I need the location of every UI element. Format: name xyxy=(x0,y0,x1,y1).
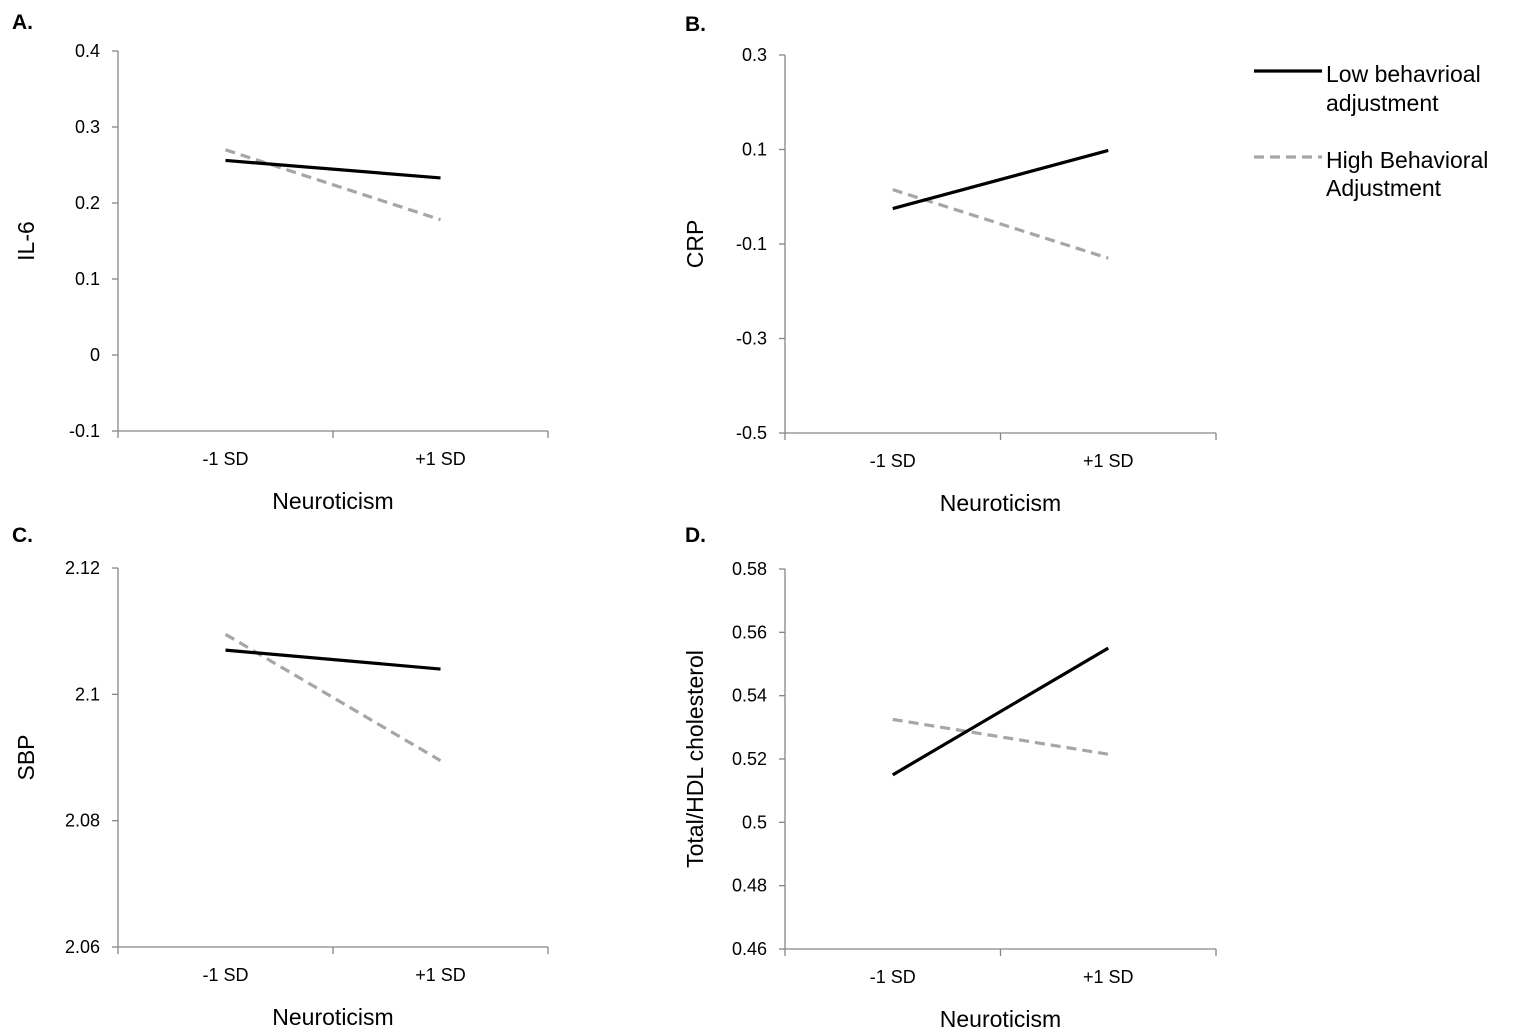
series-line-low-behavrioal-adjustment xyxy=(225,648,441,671)
legend-label-line: Adjustment xyxy=(1326,175,1442,201)
y-tick-label: 0.1 xyxy=(75,269,100,289)
legend-label-line: Low behavrioal xyxy=(1326,61,1481,87)
y-tick-label: 0.2 xyxy=(75,193,100,213)
y-tick-label: -0.3 xyxy=(736,329,767,349)
x-tick-label: -1 SD xyxy=(202,449,248,469)
series-line-low-behavrioal-adjustment xyxy=(892,148,1109,211)
y-tick-label: 2.1 xyxy=(75,684,100,704)
panel-d: D. 0.46 0.48 0.5 0.52 0.54 0.56 0.58 -1 SD +1 SD N… xyxy=(682,524,1217,1032)
y-axis-title: Total/HDL cholesterol xyxy=(682,650,708,868)
y-tick-label: 0.1 xyxy=(742,140,767,160)
y-tick-label: 2.08 xyxy=(65,811,100,831)
panel-letter: B. xyxy=(685,13,706,36)
y-tick-label: 0.5 xyxy=(742,812,767,832)
legend-label: Low behavrioal adjustment xyxy=(1326,61,1481,116)
y-tick-label: 0.3 xyxy=(742,45,767,65)
panel-letter: A. xyxy=(12,11,33,34)
x-tick-label: +1 SD xyxy=(415,965,466,985)
y-tick-label: -0.1 xyxy=(736,234,767,254)
y-tick-label: 0.3 xyxy=(75,117,100,137)
x-axis-title: Neuroticism xyxy=(940,490,1061,516)
x-tick-label: -1 SD xyxy=(202,965,248,985)
legend-item-high-behavioral-adjustment: High Behavioral Adjustment xyxy=(1254,147,1488,201)
y-tick-label: -0.1 xyxy=(69,421,100,441)
panel-letter: D. xyxy=(685,524,706,547)
y-tick-label: 0 xyxy=(90,345,100,365)
series-line-low-behavrioal-adjustment xyxy=(225,158,441,180)
legend: Low behavrioal adjustment High Behavioral A… xyxy=(1254,61,1488,201)
x-axis-title: Neuroticism xyxy=(272,488,393,514)
panel-b: B. -0.5 -0.3 -0.1 0.1 0.3 -1 SD +1 SD Neuroticis… xyxy=(682,13,1217,516)
y-axis-title: SBP xyxy=(13,734,39,780)
x-tick-label: +1 SD xyxy=(415,449,466,469)
series-line-high-behavioral-adjustment xyxy=(892,717,1109,756)
x-axis-title: Neuroticism xyxy=(272,1004,393,1030)
y-tick-label: 2.06 xyxy=(65,937,100,957)
x-axis-title: Neuroticism xyxy=(940,1006,1061,1032)
y-tick-label: 0.56 xyxy=(732,622,767,642)
legend-label-line: adjustment xyxy=(1326,90,1439,116)
y-tick-label: 0.4 xyxy=(75,41,100,61)
y-tick-label: 0.52 xyxy=(732,749,767,769)
chart-panels: A. -0.1 0 0.1 0.2 0.3 0.4 -1 SD +1 SD Neuroticism… xyxy=(12,11,1217,1032)
y-tick-label: 0.54 xyxy=(732,686,767,706)
legend-label-line: High Behavioral xyxy=(1326,147,1488,173)
series-line-low-behavrioal-adjustment xyxy=(891,646,1110,777)
x-tick-label: +1 SD xyxy=(1083,451,1134,471)
x-tick-label: -1 SD xyxy=(870,967,916,987)
x-tick-label: +1 SD xyxy=(1083,967,1134,987)
y-tick-label: 0.46 xyxy=(732,939,767,959)
y-tick-label: 2.12 xyxy=(65,558,100,578)
legend-label: High Behavioral Adjustment xyxy=(1326,147,1488,201)
y-tick-label: 0.58 xyxy=(732,559,767,579)
y-axis-title: CRP xyxy=(682,220,708,269)
series-line-high-behavioral-adjustment xyxy=(225,148,441,222)
series-line-high-behavioral-adjustment xyxy=(892,188,1109,260)
y-tick-label: -0.5 xyxy=(736,423,767,443)
y-axis-title: IL-6 xyxy=(13,221,39,261)
panel-a: A. -0.1 0 0.1 0.2 0.3 0.4 -1 SD +1 SD Neuroticism… xyxy=(12,11,549,514)
panel-c: C. 2.06 2.08 2.1 2.12 -1 SD +1 SD Neuroticism SB… xyxy=(12,524,549,1030)
x-tick-label: -1 SD xyxy=(870,451,916,471)
series-line-high-behavioral-adjustment xyxy=(224,632,442,763)
y-tick-label: 0.48 xyxy=(732,876,767,896)
legend-item-low-behavrioal-adjustment: Low behavrioal adjustment xyxy=(1254,61,1481,116)
panel-letter: C. xyxy=(12,524,33,547)
